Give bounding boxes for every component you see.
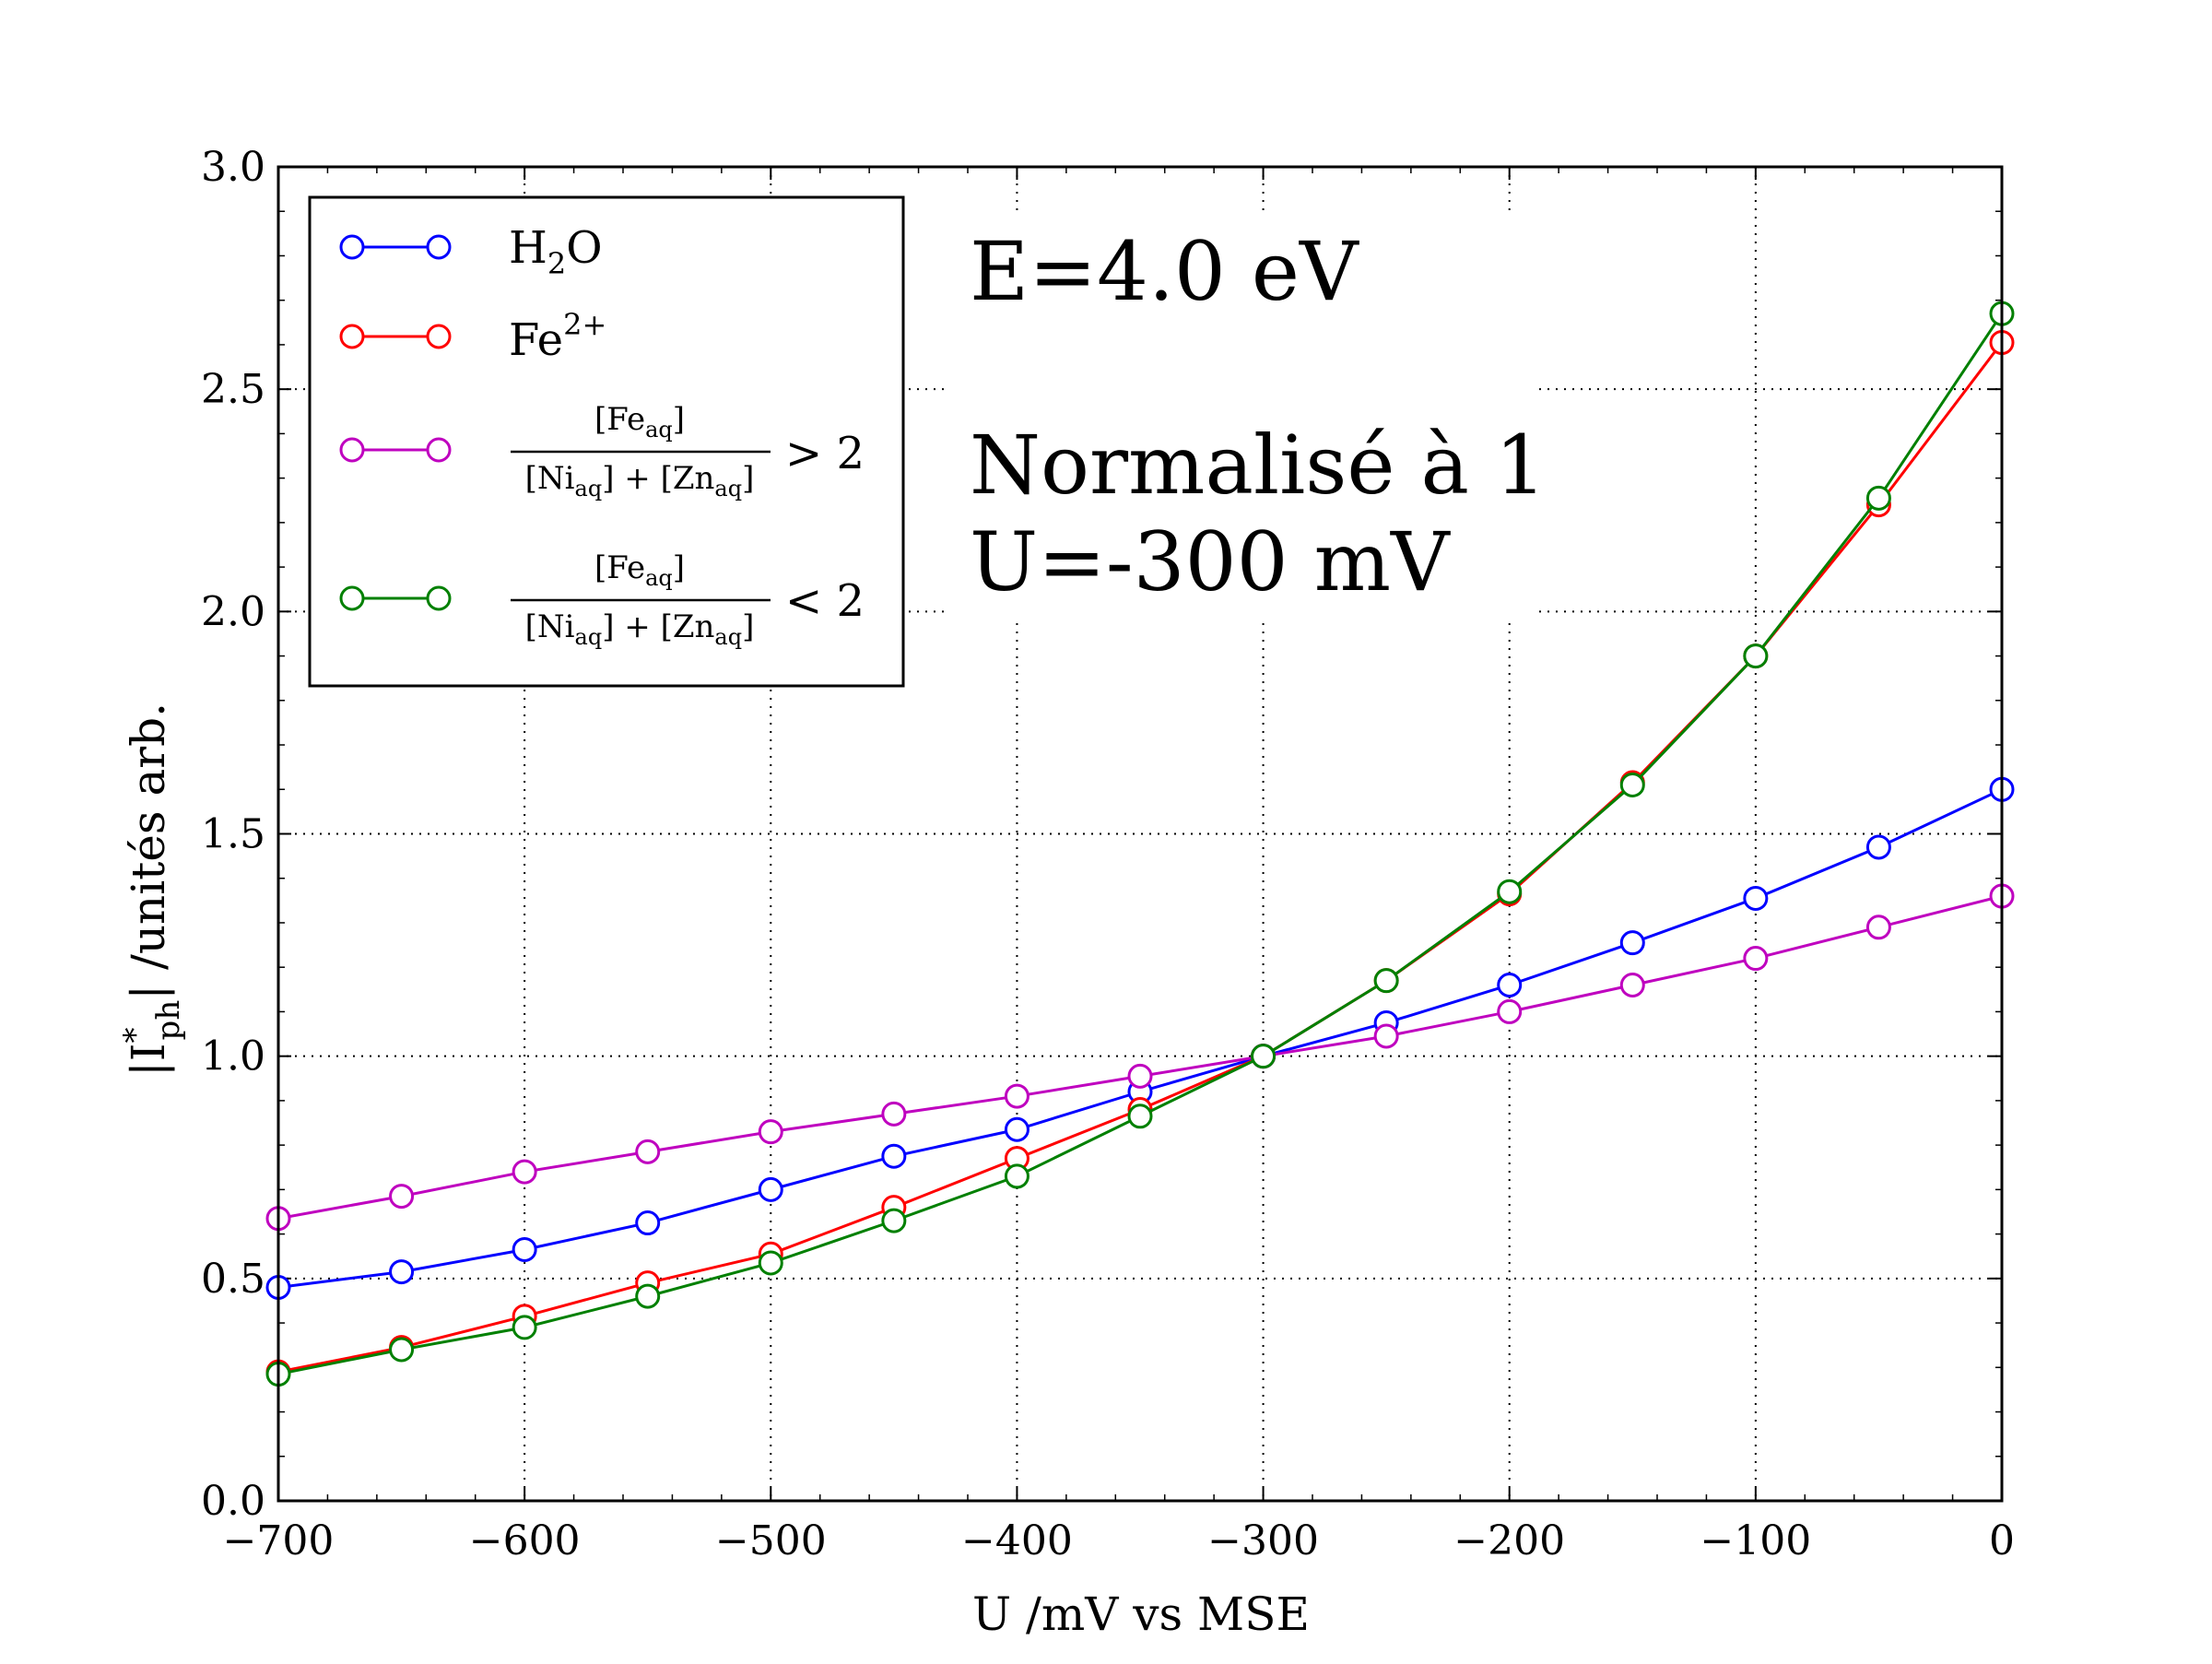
y-tick-label: 3.0	[201, 144, 265, 191]
data-point-h2o	[512, 1236, 537, 1262]
annotation-background	[949, 212, 1539, 618]
data-point-ratio-lt2	[1619, 772, 1645, 797]
y-tick-label: 2.5	[201, 366, 265, 413]
legend-marker-fe2	[339, 324, 365, 349]
data-point-h2o	[1004, 1116, 1030, 1142]
x-tick-label: −100	[1700, 1517, 1811, 1564]
legend-entry-h2o: H2O	[339, 222, 603, 281]
y-axis-label-sup: *	[117, 1027, 154, 1043]
data-point-h2o	[758, 1176, 783, 1202]
series-h2o	[265, 776, 2015, 1300]
data-point-ratio-gt2	[881, 1101, 907, 1127]
data-point-ratio-gt2	[1497, 998, 1523, 1024]
data-point-h2o	[881, 1143, 907, 1169]
legend-marker-h2o	[339, 234, 365, 260]
plot-frame	[276, 165, 2004, 1503]
annotation-potential: U=-300 mV	[970, 514, 1451, 609]
y-axis-label-open: |I	[122, 1043, 175, 1077]
data-point-ratio-lt2	[1004, 1163, 1030, 1189]
legend-entry-ratio-gt2: [Feaq] [Niaq] + [Znaq] > 2	[339, 401, 865, 502]
x-tick-label: −700	[223, 1517, 335, 1564]
legend: H2O Fe2+ [Feaq] [Niaq] + [Znaq] > 2 [Fea…	[308, 195, 905, 688]
ticks	[277, 166, 2003, 1502]
series-ratio-lt2	[265, 301, 2015, 1387]
y-axis-label: |I*ph| /unités arb.	[117, 702, 187, 1077]
series-line-h2o	[277, 787, 2003, 1289]
legend-label-h2o: H2O	[509, 222, 603, 281]
y-tick-label: 0.5	[201, 1256, 265, 1303]
legend-marker-fe2	[426, 324, 452, 349]
legend-frac-den-gt2: [Niaq] + [Znaq]	[525, 460, 755, 502]
x-tick-label: −200	[1453, 1517, 1565, 1564]
data-point-h2o	[389, 1259, 415, 1285]
data-point-ratio-lt2	[881, 1208, 907, 1233]
x-axis-label: U /mV vs MSE	[972, 1587, 1310, 1641]
y-tick-label: 2.0	[201, 588, 265, 635]
legend-frac-num-lt2: [Feaq]	[594, 549, 685, 591]
data-point-ratio-gt2	[1619, 972, 1645, 997]
legend-ratio-gt2: > 2	[785, 428, 865, 479]
data-point-h2o	[1865, 834, 1891, 860]
data-point-ratio-gt2	[635, 1139, 661, 1164]
data-point-ratio-lt2	[1251, 1044, 1277, 1069]
legend-ratio-lt2: < 2	[785, 575, 865, 627]
y-tick-label: 0.0	[201, 1478, 265, 1525]
data-point-ratio-gt2	[1127, 1063, 1153, 1089]
x-tick-label: −300	[1207, 1517, 1319, 1564]
data-point-ratio-lt2	[635, 1283, 661, 1309]
legend-entry-fe2: Fe2+	[339, 307, 606, 366]
legend-marker-ratio-lt2	[339, 585, 365, 611]
data-point-ratio-gt2	[1865, 915, 1891, 940]
legend-marker-h2o	[426, 234, 452, 260]
y-axis-label-sub: ph	[150, 1000, 187, 1041]
x-tick-label: −500	[715, 1517, 827, 1564]
data-point-h2o	[1619, 930, 1645, 956]
legend-frac-den-lt2: [Niaq] + [Znaq]	[525, 608, 755, 650]
x-tick-label: 0	[1989, 1517, 2015, 1564]
data-point-ratio-gt2	[758, 1119, 783, 1145]
legend-frac-num-gt2: [Feaq]	[594, 401, 685, 443]
legend-marker-ratio-lt2	[426, 585, 452, 611]
data-point-ratio-lt2	[1497, 879, 1523, 904]
data-point-h2o	[1743, 885, 1769, 911]
data-point-ratio-lt2	[758, 1250, 783, 1276]
data-point-ratio-gt2	[1004, 1083, 1030, 1109]
legend-marker-ratio-gt2	[426, 437, 452, 463]
series-ratio-gt2	[265, 883, 2015, 1232]
data-point-h2o	[1497, 972, 1523, 997]
legend-label-fe2: Fe2+	[509, 307, 606, 366]
y-tick-label: 1.0	[201, 1033, 265, 1080]
x-tick-label: −600	[469, 1517, 581, 1564]
legend-box	[308, 195, 905, 688]
series-group	[265, 301, 2015, 1387]
data-point-ratio-lt2	[1127, 1103, 1153, 1129]
data-point-ratio-lt2	[512, 1315, 537, 1340]
data-point-ratio-lt2	[1743, 643, 1769, 669]
legend-entry-ratio-lt2: [Feaq] [Niaq] + [Znaq] < 2	[339, 549, 865, 650]
tick-labels: −700 −600 −500 −400 −300 −200 −100 0 0.0 0.5 1.0 1.…	[201, 144, 2015, 1564]
y-axis-label-close: | /unités arb.	[122, 702, 175, 1000]
y-tick-label: 1.5	[201, 811, 265, 858]
data-point-ratio-gt2	[389, 1184, 415, 1210]
annotation-normalized: Normalisé à 1	[970, 418, 1547, 513]
data-point-h2o	[635, 1210, 661, 1236]
data-point-ratio-gt2	[1743, 946, 1769, 972]
legend-marker-ratio-gt2	[339, 437, 365, 463]
grid	[278, 167, 2002, 1501]
data-point-ratio-lt2	[1373, 968, 1399, 994]
annotation-energy: E=4.0 eV	[970, 224, 1359, 319]
data-point-ratio-gt2	[512, 1159, 537, 1185]
data-point-ratio-gt2	[1373, 1023, 1399, 1049]
data-point-ratio-lt2	[1865, 485, 1891, 511]
data-point-ratio-lt2	[389, 1337, 415, 1363]
x-tick-label: −400	[961, 1517, 1073, 1564]
